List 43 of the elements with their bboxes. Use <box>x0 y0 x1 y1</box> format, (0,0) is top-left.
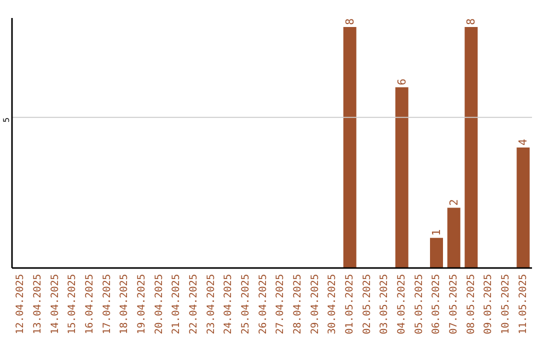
x-tick-label: 06.05.2025 <box>431 274 442 334</box>
x-tick-label: 19.04.2025 <box>136 274 148 334</box>
x-tick-label: 14.04.2025 <box>50 274 61 334</box>
x-tick-label: 26.04.2025 <box>258 274 269 334</box>
x-tick-label: 10.05.2025 <box>500 274 512 334</box>
data-label: 2 <box>447 199 460 206</box>
bar <box>395 87 408 268</box>
x-tick-label: 27.04.2025 <box>275 274 286 334</box>
data-label: 4 <box>516 138 530 146</box>
x-tick-label: 09.05.2025 <box>483 274 494 334</box>
bar <box>430 238 443 268</box>
x-tick-label: 24.04.2025 <box>223 274 234 334</box>
x-tick-label: 05.05.2025 <box>414 274 425 334</box>
x-tick-label: 11.05.2025 <box>518 274 529 334</box>
bar <box>516 148 530 268</box>
x-tick-label: 08.05.2025 <box>466 274 477 334</box>
x-tick-label: 25.04.2025 <box>240 274 252 334</box>
bar <box>447 208 460 268</box>
x-tick-label: 03.05.2025 <box>379 274 390 334</box>
x-tick-label: 20.04.2025 <box>154 274 165 334</box>
data-label: 8 <box>464 18 478 26</box>
data-label: 6 <box>395 78 408 86</box>
data-label: 1 <box>430 229 443 236</box>
x-tick-label: 12.04.2025 <box>15 274 26 334</box>
x-tick-label: 29.04.2025 <box>310 274 321 334</box>
bar <box>343 27 356 268</box>
bar <box>464 27 478 268</box>
data-label: 8 <box>343 18 356 26</box>
x-tick-label: 30.04.2025 <box>327 274 338 334</box>
x-tick-label: 28.04.2025 <box>292 274 304 334</box>
x-tick-label: 13.04.2025 <box>32 274 44 334</box>
x-tick-label: 01.05.2025 <box>344 274 356 334</box>
x-tick-label: 04.05.2025 <box>396 274 408 334</box>
x-tick-label: 16.04.2025 <box>84 274 96 334</box>
x-tick-label: 15.04.2025 <box>67 274 78 334</box>
x-tick-label: 02.05.2025 <box>362 274 373 334</box>
x-tick-label: 07.05.2025 <box>448 274 460 334</box>
x-tick-label: 18.04.2025 <box>119 274 130 334</box>
x-tick-label: 21.04.2025 <box>171 274 182 334</box>
x-tick-label: 17.04.2025 <box>102 274 113 334</box>
x-tick-label: 23.04.2025 <box>206 274 217 334</box>
x-tick-label: 22.04.2025 <box>188 274 200 334</box>
y-tick-label: 5 <box>2 117 11 122</box>
